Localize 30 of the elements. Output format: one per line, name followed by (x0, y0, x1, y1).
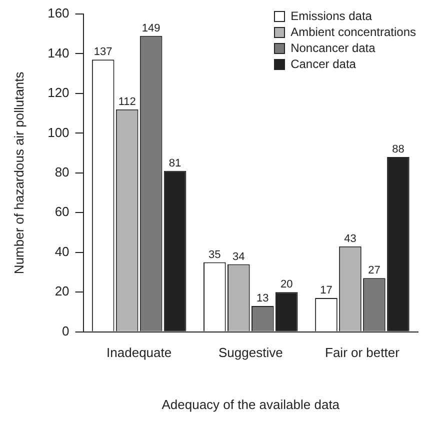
legend-label: Ambient concentrations (290, 24, 416, 40)
y-tick-label: 40 (54, 244, 70, 259)
data-label: 112 (118, 96, 136, 108)
y-tick-label: 120 (48, 85, 70, 100)
legend-label: Noncancer data (290, 40, 376, 56)
data-label: 43 (344, 232, 356, 245)
data-label: 13 (256, 292, 269, 305)
x-axis-title: Adequacy of the available data (162, 396, 340, 412)
data-label: 149 (142, 22, 160, 34)
x-tick-label: Fair or better (325, 345, 400, 360)
y-tick-label: 80 (54, 164, 70, 180)
data-label: 20 (280, 278, 293, 291)
y-tick-label: 60 (54, 204, 70, 220)
y-tick-label: 140 (48, 45, 70, 60)
legend-label: Emissions data (290, 8, 372, 24)
legend-label: Cancer data (290, 56, 356, 72)
data-label: 81 (168, 157, 182, 170)
data-label: 137 (94, 46, 112, 58)
x-tick-label: Inadequate (106, 345, 172, 360)
y-tick-label: 20 (54, 284, 70, 299)
data-label: 35 (208, 248, 221, 261)
y-axis-title: Number of hazardous air pollutants (11, 71, 26, 274)
data-label: 27 (368, 264, 380, 277)
y-tick-label: 160 (48, 6, 70, 21)
y-tick-label: 100 (48, 124, 70, 140)
y-tick-label: 0 (62, 323, 70, 338)
data-label: 34 (232, 250, 245, 263)
data-label: 17 (320, 284, 332, 297)
data-label: 88 (392, 144, 404, 156)
x-tick-label: Suggestive (218, 345, 283, 360)
